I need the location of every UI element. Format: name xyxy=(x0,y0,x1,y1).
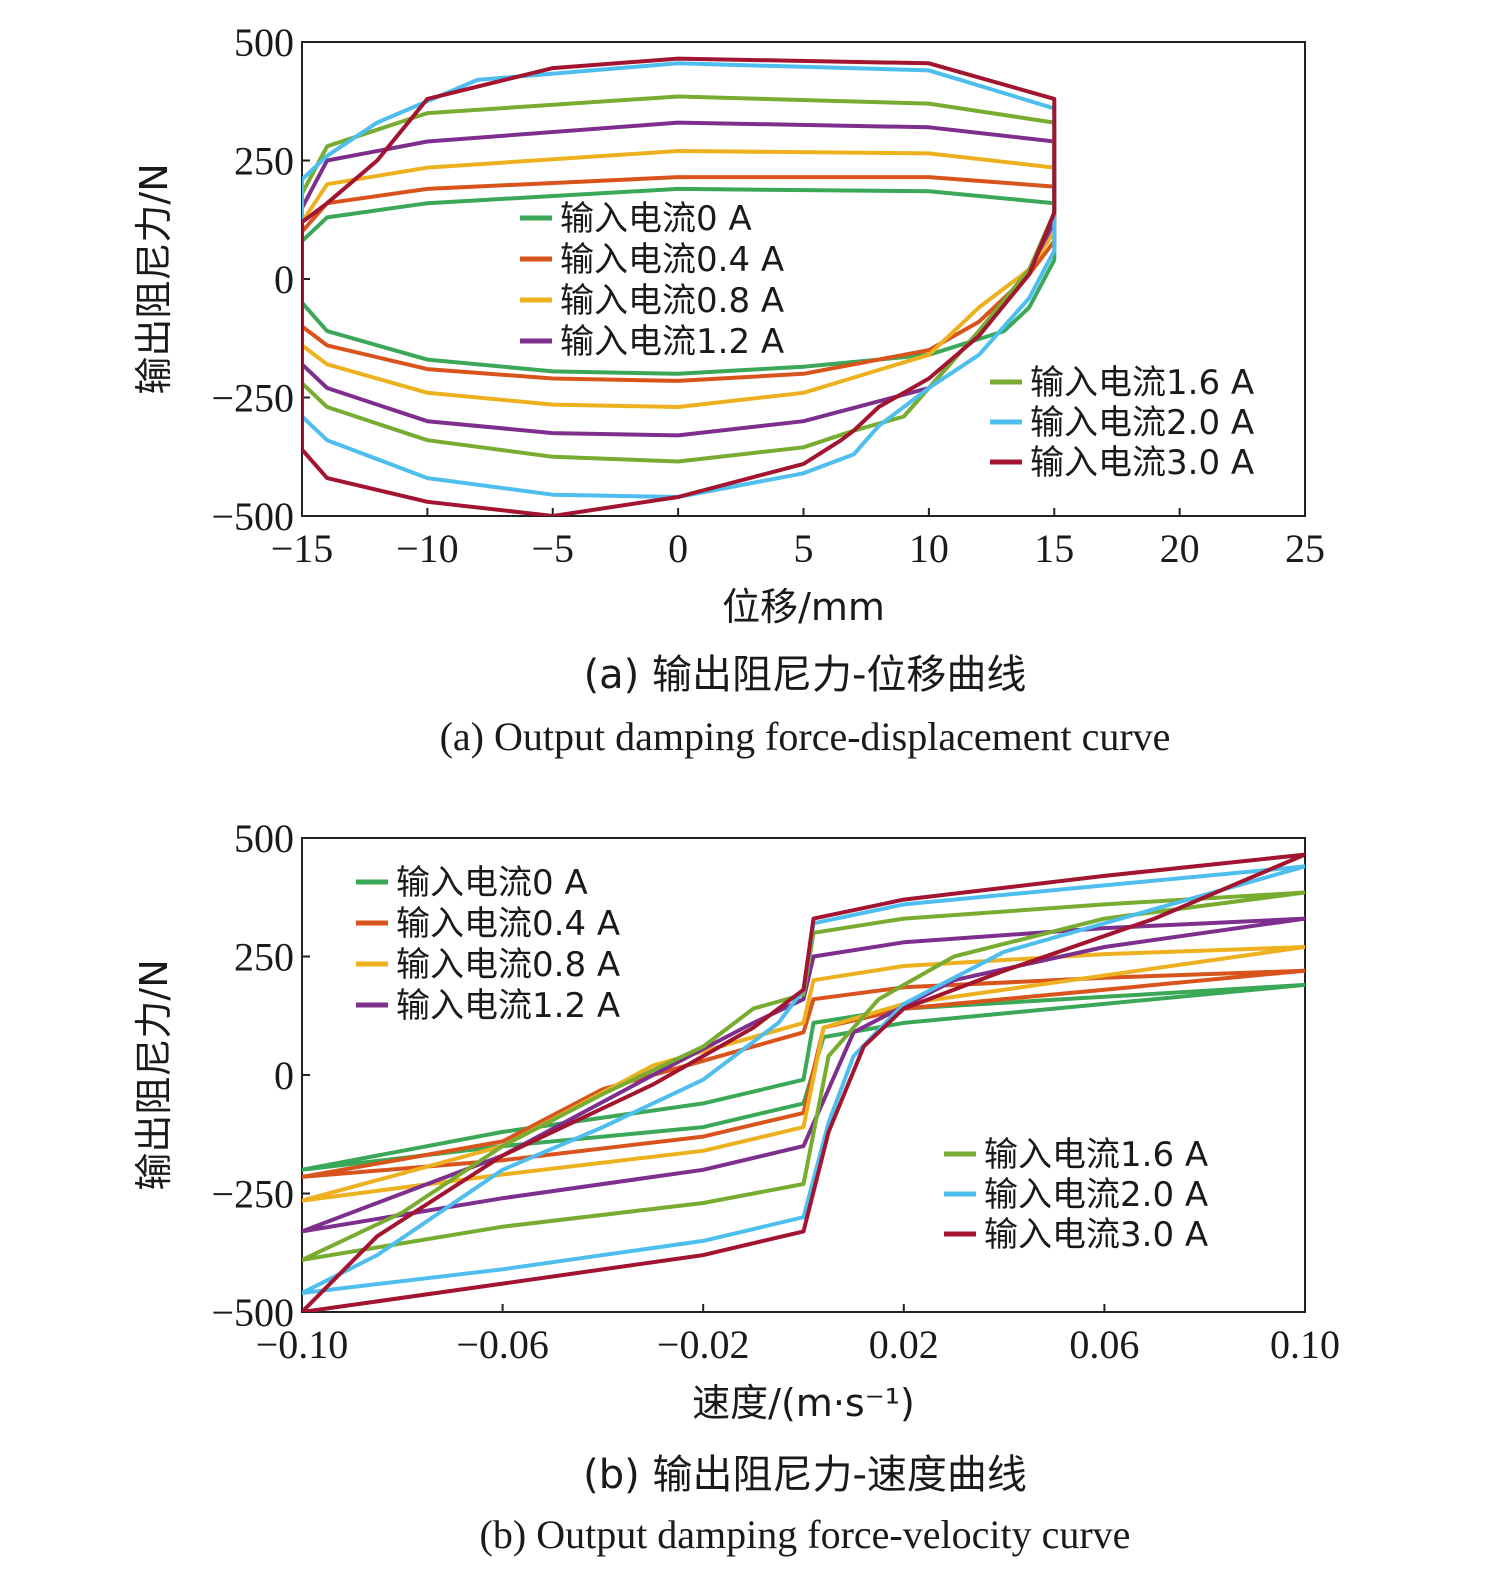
x-tick-label: 25 xyxy=(1285,526,1325,571)
legend-label-1.2A: 输入电流1.2 A xyxy=(396,986,620,1026)
x-tick-label: 0.10 xyxy=(1270,1322,1340,1367)
x-tick-label: −5 xyxy=(531,526,574,571)
chart-a-caption-en: (a) Output damping force-displacement cu… xyxy=(440,714,1171,759)
legend-label-3.0A: 输入电流3.0 A xyxy=(984,1215,1208,1255)
legend-label-0.8A: 输入电流0.8 A xyxy=(396,945,620,985)
y-tick-label: −500 xyxy=(211,494,294,539)
series-line-1.6A xyxy=(302,890,1305,1262)
chart-force-displacement: 500 250 0 −250 −500−15 −10 −5 0 5 10 15 20 25 位移/mm 输出… xyxy=(132,20,1325,629)
series-line-0.4A xyxy=(302,175,1057,383)
legend-label-0.4A: 输入电流0.4 A xyxy=(396,904,620,944)
legend-label-3.0A: 输入电流3.0 A xyxy=(1030,443,1254,483)
x-tick-label: −10 xyxy=(396,526,459,571)
y-axis-label: 输出阻尼力/N xyxy=(132,163,176,394)
legend-label-2.0A: 输入电流2.0 A xyxy=(984,1175,1208,1215)
x-tick-label: 20 xyxy=(1160,526,1200,571)
series-group xyxy=(302,852,1305,1312)
y-tick-label: −250 xyxy=(211,376,294,421)
legend-label-0.8A: 输入电流0.8 A xyxy=(560,281,784,321)
y-axis-label: 输出阻尼力/N xyxy=(132,959,176,1190)
x-tick-label: −0.06 xyxy=(456,1322,549,1367)
series-line-3.0A xyxy=(302,56,1057,516)
y-tick-label: 500 xyxy=(234,816,294,861)
y-tick-label: 250 xyxy=(234,139,294,184)
x-tick-label: 5 xyxy=(794,526,814,571)
series-line-0A xyxy=(302,982,1305,1172)
legend-label-1.6A: 输入电流1.6 A xyxy=(984,1135,1208,1175)
x-tick-label: 0.02 xyxy=(869,1322,939,1367)
x-tick-label: −0.02 xyxy=(657,1322,750,1367)
legend-label-1.6A: 输入电流1.6 A xyxy=(1030,363,1254,403)
x-tick-label: 10 xyxy=(909,526,949,571)
series-line-1.6A xyxy=(302,94,1057,464)
x-tick-label: 0 xyxy=(668,526,688,571)
y-tick-label: 250 xyxy=(234,935,294,980)
y-tick-label: 500 xyxy=(234,20,294,65)
legend-label-2.0A: 输入电流2.0 A xyxy=(1030,403,1254,443)
legend-label-1.2A: 输入电流1.2 A xyxy=(560,322,784,362)
series-line-0A xyxy=(302,186,1057,376)
series-line-2.0A xyxy=(302,864,1305,1295)
legend-label-0.4A: 输入电流0.4 A xyxy=(560,240,784,280)
y-tick-label: −250 xyxy=(211,1172,294,1217)
series-line-1.2A xyxy=(302,916,1305,1234)
series-line-0.8A xyxy=(302,149,1057,409)
x-tick-label: −0.10 xyxy=(256,1322,349,1367)
x-tick-label: 15 xyxy=(1034,526,1074,571)
y-tick-label: −500 xyxy=(211,1290,294,1335)
chart-force-velocity: 500 250 0 −250 −500−0.10 −0.06 −0.02 0.02 0.06 0.… xyxy=(132,816,1340,1425)
x-axis-label: 速度/(m·s⁻¹) xyxy=(692,1381,915,1425)
chart-b-caption-en: (b) Output damping force-velocity curve xyxy=(480,1512,1131,1557)
series-group xyxy=(302,56,1057,516)
x-tick-label: 0.06 xyxy=(1069,1322,1139,1367)
series-line-0.8A xyxy=(302,945,1305,1203)
chart-b-caption-cn: (b) 输出阻尼力-速度曲线 xyxy=(583,1452,1027,1498)
y-tick-label: 0 xyxy=(274,1053,294,1098)
legend-label-0A: 输入电流0 A xyxy=(560,199,752,239)
x-tick-label: −15 xyxy=(271,526,334,571)
chart-a-caption-cn: (a) 输出阻尼力-位移曲线 xyxy=(584,652,1027,698)
x-axis-label: 位移/mm xyxy=(722,585,885,629)
series-line-3.0A xyxy=(302,852,1305,1312)
legend-label-0A: 输入电流0 A xyxy=(396,863,588,903)
y-tick-label: 0 xyxy=(274,257,294,302)
